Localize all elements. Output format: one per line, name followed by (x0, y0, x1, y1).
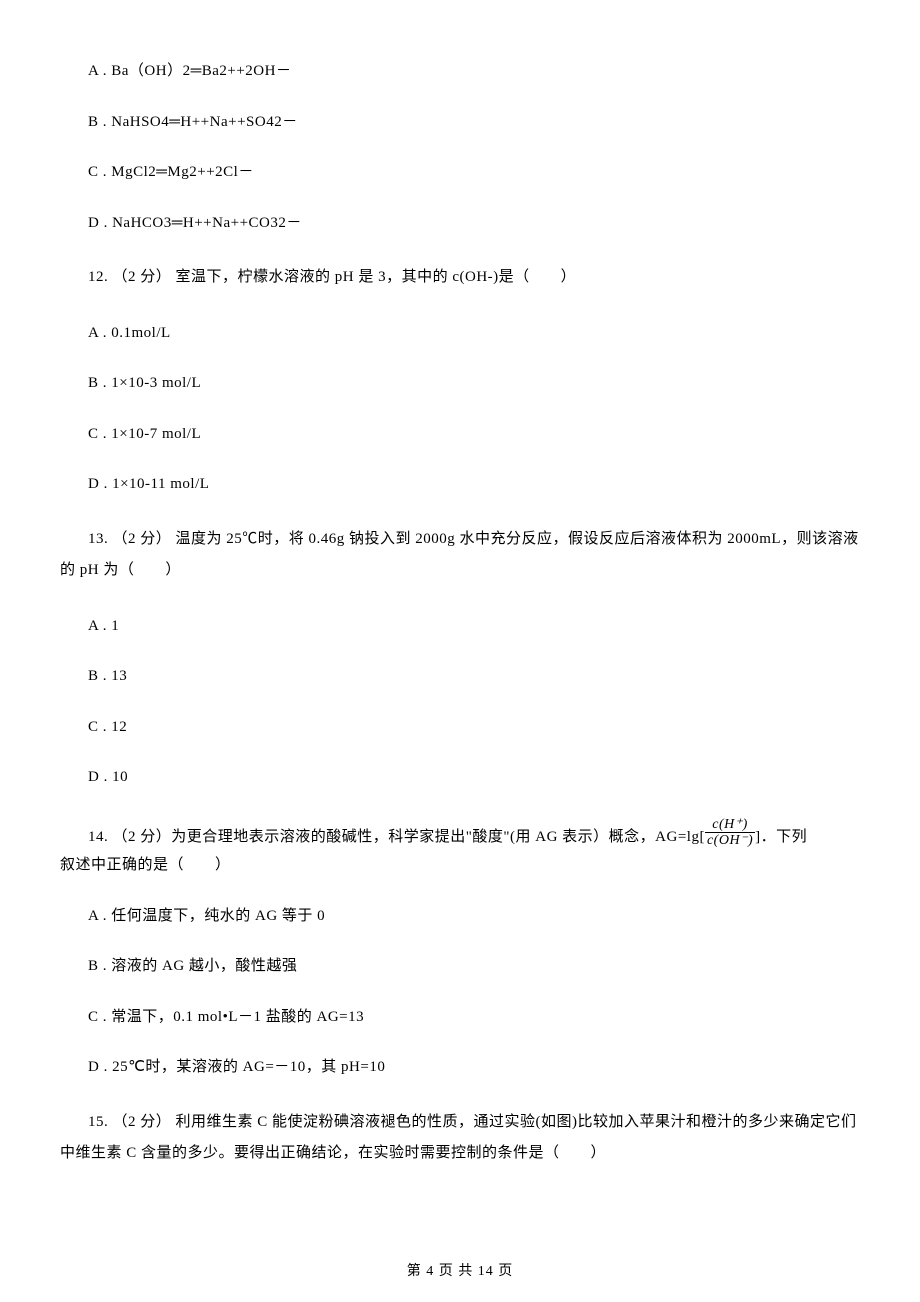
q12-option-b: B . 1×10-3 mol/L (60, 372, 860, 395)
q14-option-c: C . 常温下，0.1 mol•L－1 盐酸的 AG=13 (60, 1006, 860, 1029)
question-14: 14. （2 分）为更合理地表示溶液的酸碱性，科学家提出"酸度"(用 AG 表示… (60, 817, 860, 877)
question-15: 15. （2 分） 利用维生素 C 能使淀粉碘溶液褪色的性质，通过实验(如图)比… (60, 1107, 860, 1170)
q13-option-d: D . 10 (60, 766, 860, 789)
q13-option-a: A . 1 (60, 615, 860, 638)
q13-option-b: B . 13 (60, 665, 860, 688)
q13-option-c: C . 12 (60, 716, 860, 739)
q12-option-d: D . 1×10-11 mol/L (60, 473, 860, 496)
question-12: 12. （2 分） 室温下，柠檬水溶液的 pH 是 3，其中的 c(OH-)是（… (60, 262, 860, 294)
option-b-1: B . NaHSO4═H++Na++SO42－ (60, 111, 860, 134)
q14-text-after: ]．下列 (755, 826, 807, 849)
fraction-denominator: c(OH⁻) (705, 833, 755, 848)
fraction-icon: c(H⁺) c(OH⁻) (705, 817, 755, 849)
q12-option-a: A . 0.1mol/L (60, 322, 860, 345)
option-a-1: A . Ba（OH）2═Ba2++2OH－ (60, 60, 860, 83)
q14-option-b: B . 溶液的 AG 越小，酸性越强 (60, 955, 860, 978)
q14-text-before: 14. （2 分）为更合理地表示溶液的酸碱性，科学家提出"酸度"(用 AG 表示… (88, 826, 705, 849)
fraction-numerator: c(H⁺) (705, 817, 755, 833)
option-d-1: D . NaHCO3═H++Na++CO32－ (60, 212, 860, 235)
q14-option-d: D . 25℃时，某溶液的 AG=－10，其 pH=10 (60, 1056, 860, 1079)
page-footer: 第 4 页 共 14 页 (0, 1261, 920, 1282)
q14-option-a: A . 任何温度下，纯水的 AG 等于 0 (60, 905, 860, 928)
question-13: 13. （2 分） 温度为 25℃时，将 0.46g 钠投入到 2000g 水中… (60, 524, 860, 587)
option-c-1: C . MgCl2═Mg2++2Cl－ (60, 161, 860, 184)
q14-line2: 叙述中正确的是（ ） (60, 854, 860, 877)
q12-option-c: C . 1×10-7 mol/L (60, 423, 860, 446)
